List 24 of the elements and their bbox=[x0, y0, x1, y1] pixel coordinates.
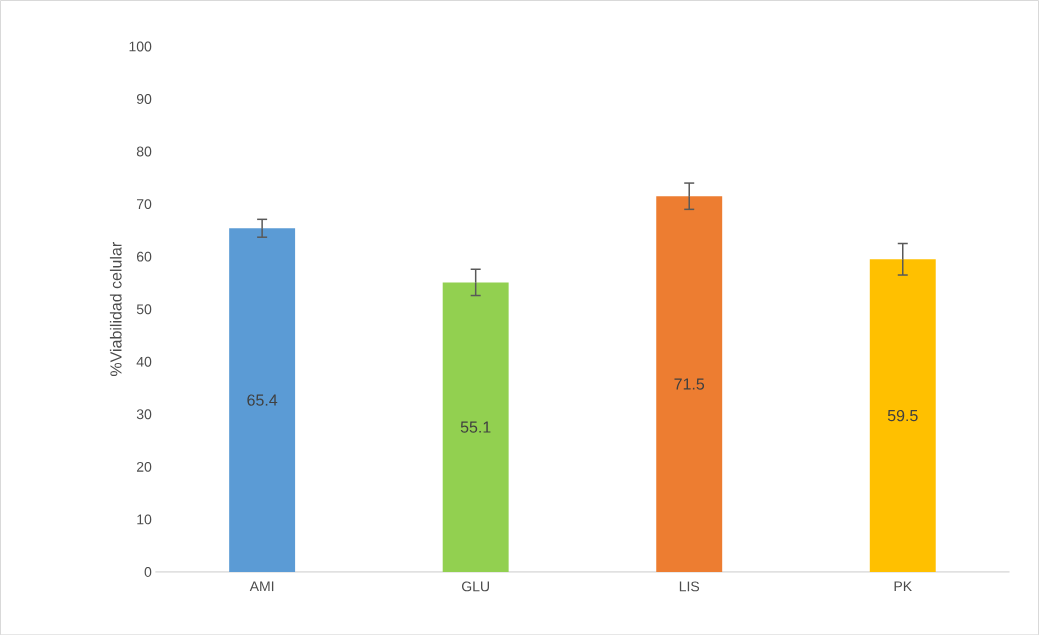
y-tick-label: 50 bbox=[136, 304, 152, 314]
data-label: 55.1 bbox=[460, 421, 491, 433]
data-label: 59.5 bbox=[887, 409, 918, 422]
y-tick-label: 40 bbox=[136, 356, 152, 367]
x-tick-label: GLU bbox=[462, 581, 489, 592]
y-tick-label: 60 bbox=[136, 251, 152, 262]
y-tick-label: 80 bbox=[136, 146, 152, 157]
y-axis-title: %Viabilidad celular bbox=[109, 241, 122, 376]
data-label: 71.5 bbox=[674, 378, 705, 390]
x-tick-label: AMI bbox=[249, 581, 274, 591]
y-tick-label: 10 bbox=[137, 514, 152, 525]
data-label: 65.4 bbox=[247, 394, 278, 406]
bar bbox=[229, 228, 296, 572]
y-tick-label: 100 bbox=[129, 41, 152, 52]
x-tick-label: LIS bbox=[679, 581, 700, 592]
y-tick-label: 0 bbox=[144, 566, 152, 577]
y-tick-label: 90 bbox=[136, 93, 152, 104]
bar bbox=[869, 259, 936, 572]
y-tick-label: 20 bbox=[136, 461, 152, 472]
y-tick-label: 30 bbox=[136, 409, 152, 420]
bar bbox=[656, 196, 723, 572]
x-tick-label: PK bbox=[894, 581, 912, 591]
bar bbox=[442, 282, 509, 572]
y-tick-label: 70 bbox=[136, 198, 152, 209]
